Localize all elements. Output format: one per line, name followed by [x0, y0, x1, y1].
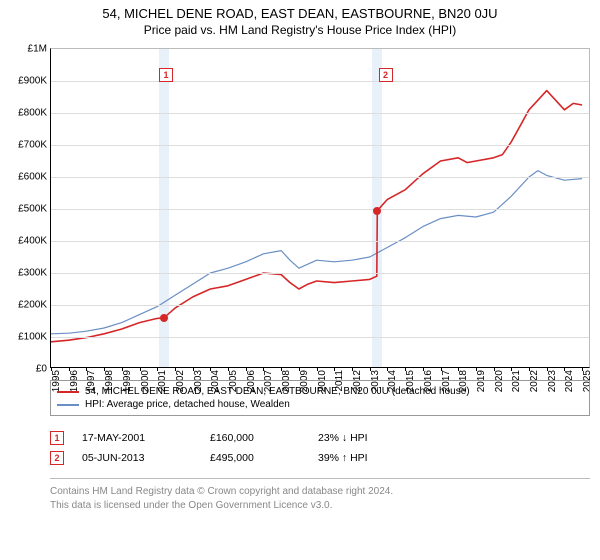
gridline-h: [51, 273, 589, 274]
sale-row: 2 05-JUN-2013 £495,000 39% ↑ HPI: [50, 448, 590, 468]
gridline-h: [51, 81, 589, 82]
legend-swatch: [57, 391, 79, 393]
legend-label: 54, MICHEL DENE ROAD, EAST DEAN, EASTBOU…: [85, 386, 470, 397]
chart-area: £0£100K£200K£300K£400K£500K£600K£700K£80…: [50, 48, 590, 368]
plot-region: £0£100K£200K£300K£400K£500K£600K£700K£80…: [50, 48, 590, 368]
y-axis-label: £700K: [7, 140, 47, 151]
title-block: 54, MICHEL DENE ROAD, EAST DEAN, EASTBOU…: [0, 0, 600, 39]
gridline-h: [51, 209, 589, 210]
sale-price: £160,000: [210, 432, 300, 444]
legend-swatch: [57, 404, 79, 406]
legend-label: HPI: Average price, detached house, Weal…: [85, 399, 290, 410]
y-axis-label: £600K: [7, 172, 47, 183]
sale-row: 1 17-MAY-2001 £160,000 23% ↓ HPI: [50, 428, 590, 448]
sale-delta: 39% ↑ HPI: [318, 452, 408, 464]
sale-date: 05-JUN-2013: [82, 452, 192, 464]
sale-date: 17-MAY-2001: [82, 432, 192, 444]
footer-line1: Contains HM Land Registry data © Crown c…: [50, 485, 590, 499]
sale-price: £495,000: [210, 452, 300, 464]
legend-row: 54, MICHEL DENE ROAD, EAST DEAN, EASTBOU…: [57, 385, 583, 398]
legend-row: HPI: Average price, detached house, Weal…: [57, 398, 583, 411]
sale-row-marker: 2: [50, 451, 64, 465]
gridline-h: [51, 305, 589, 306]
legend: 54, MICHEL DENE ROAD, EAST DEAN, EASTBOU…: [50, 380, 590, 416]
title-address: 54, MICHEL DENE ROAD, EAST DEAN, EASTBOU…: [10, 6, 590, 21]
y-axis-label: £200K: [7, 300, 47, 311]
y-axis-label: £800K: [7, 108, 47, 119]
gridline-h: [51, 241, 589, 242]
footer: Contains HM Land Registry data © Crown c…: [50, 478, 590, 512]
y-axis-label: £900K: [7, 76, 47, 87]
sale-row-marker: 1: [50, 431, 64, 445]
sale-marker-box: 1: [159, 68, 173, 82]
y-axis-label: £0: [7, 364, 47, 375]
sales-table: 1 17-MAY-2001 £160,000 23% ↓ HPI 2 05-JUN-201…: [50, 428, 590, 468]
y-axis-label: £100K: [7, 332, 47, 343]
series-hpi: [51, 171, 582, 334]
chart-container: 54, MICHEL DENE ROAD, EAST DEAN, EASTBOU…: [0, 0, 600, 560]
gridline-h: [51, 177, 589, 178]
footer-line2: This data is licensed under the Open Gov…: [50, 499, 590, 513]
sale-marker-dot: [160, 314, 168, 322]
gridline-h: [51, 113, 589, 114]
y-axis-label: £1M: [7, 44, 47, 55]
y-axis-label: £400K: [7, 236, 47, 247]
title-subtitle: Price paid vs. HM Land Registry's House …: [10, 23, 590, 37]
sale-delta: 23% ↓ HPI: [318, 432, 408, 444]
gridline-h: [51, 337, 589, 338]
sale-marker-box: 2: [379, 68, 393, 82]
y-axis-label: £500K: [7, 204, 47, 215]
sale-marker-dot: [373, 207, 381, 215]
y-axis-label: £300K: [7, 268, 47, 279]
gridline-h: [51, 145, 589, 146]
